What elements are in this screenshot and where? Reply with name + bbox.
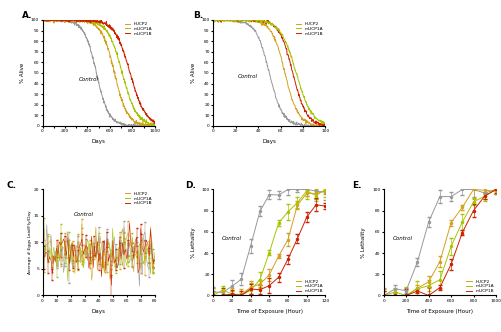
Legend: hUCP2, mUCP1A, mUCP1B: hUCP2, mUCP1A, mUCP1B	[296, 280, 323, 293]
Legend: hUCP2, mUCP1A, mUCP1B: hUCP2, mUCP1A, mUCP1B	[125, 22, 153, 36]
Y-axis label: % Lethality: % Lethality	[191, 227, 196, 258]
Y-axis label: Average # Eggs Laid/Fly/Day: Average # Eggs Laid/Fly/Day	[28, 211, 32, 274]
Text: Control: Control	[222, 236, 242, 241]
Legend: hUCP2, mUCP1A, mUCP1B: hUCP2, mUCP1A, mUCP1B	[296, 22, 323, 36]
Y-axis label: % Alive: % Alive	[21, 63, 26, 83]
Y-axis label: % Alive: % Alive	[191, 63, 196, 83]
Text: Control: Control	[393, 236, 413, 241]
X-axis label: Days: Days	[92, 308, 106, 313]
Y-axis label: % Lethality: % Lethality	[362, 227, 367, 258]
Text: A.: A.	[23, 11, 33, 21]
Text: D.: D.	[185, 181, 196, 190]
Text: Control: Control	[79, 77, 99, 82]
Text: C.: C.	[7, 181, 17, 190]
Text: Control: Control	[74, 212, 94, 217]
Legend: hUCP2, mUCP1A, mUCP1B: hUCP2, mUCP1A, mUCP1B	[125, 192, 153, 206]
X-axis label: Time of Exposure (Hour): Time of Exposure (Hour)	[236, 308, 303, 313]
X-axis label: Days: Days	[263, 139, 276, 144]
Text: Control: Control	[238, 74, 258, 79]
Text: B.: B.	[193, 11, 203, 21]
Text: E.: E.	[352, 181, 362, 190]
Legend: hUCP2, mUCP1A, mUCP1B: hUCP2, mUCP1A, mUCP1B	[466, 280, 494, 293]
X-axis label: Days: Days	[92, 139, 106, 144]
X-axis label: Time of Exposure (Hour): Time of Exposure (Hour)	[406, 308, 473, 313]
